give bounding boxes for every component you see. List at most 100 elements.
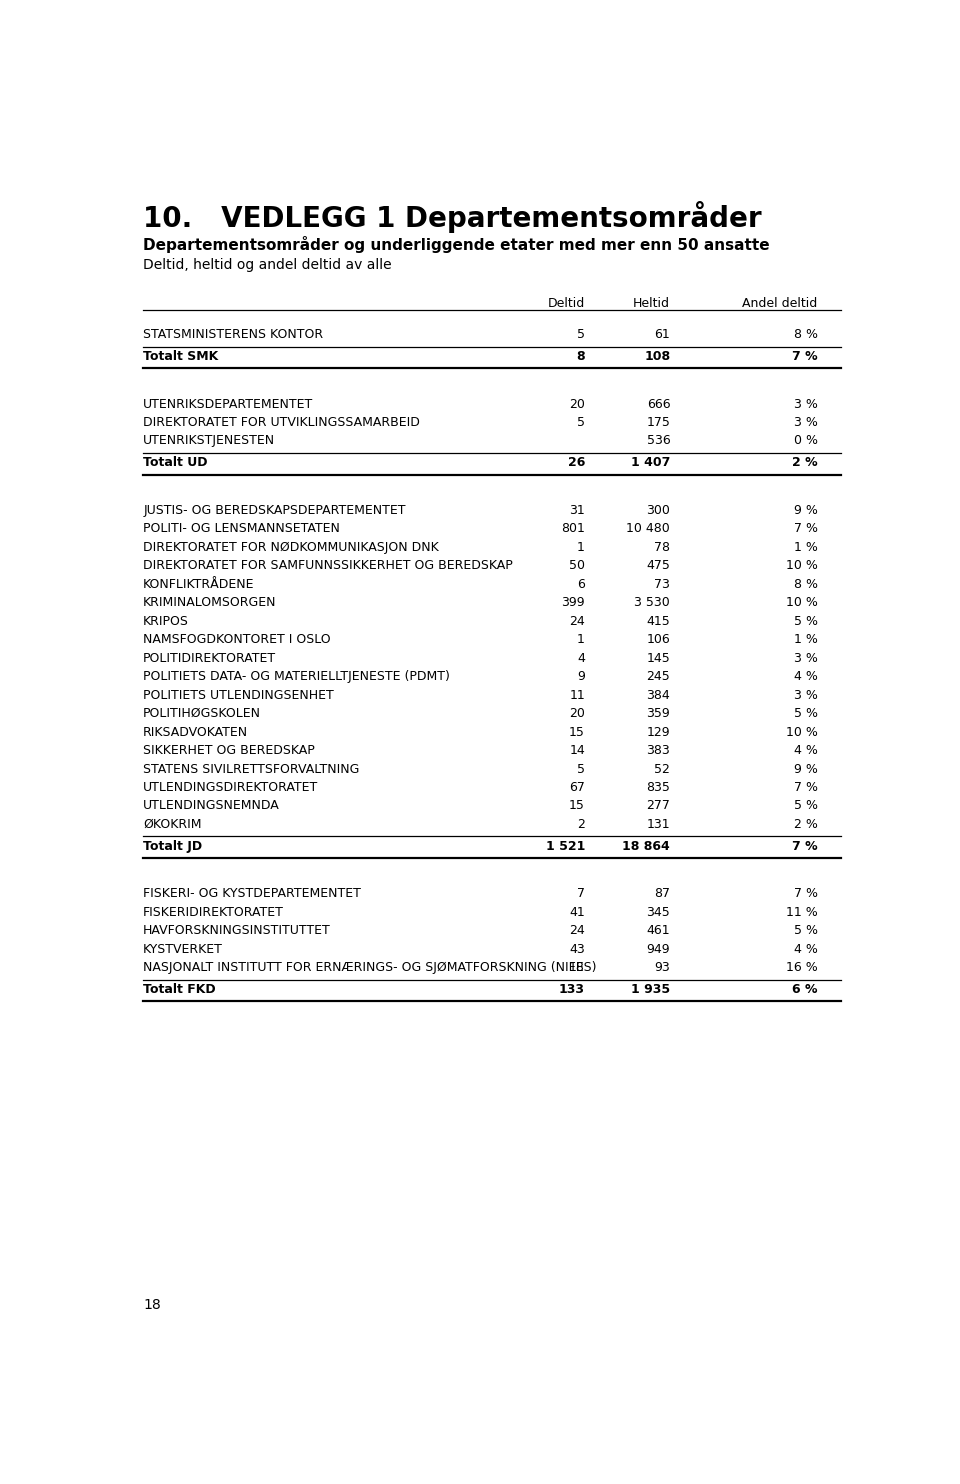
Text: 175: 175 (646, 416, 670, 429)
Text: 4 %: 4 % (794, 671, 818, 683)
Text: 461: 461 (647, 925, 670, 938)
Text: 2 %: 2 % (792, 456, 818, 469)
Text: 9 %: 9 % (794, 763, 818, 776)
Text: 20: 20 (569, 398, 585, 411)
Text: STATENS SIVILRETTSFORVALTNING: STATENS SIVILRETTSFORVALTNING (143, 763, 360, 776)
Text: 24: 24 (569, 925, 585, 938)
Text: 8: 8 (576, 350, 585, 362)
Text: 1 407: 1 407 (631, 456, 670, 469)
Text: 15: 15 (569, 800, 585, 812)
Text: 1 521: 1 521 (545, 840, 585, 852)
Text: Departementsområder og underliggende etater med mer enn 50 ansatte: Departementsområder og underliggende eta… (143, 236, 770, 252)
Text: 4 %: 4 % (794, 942, 818, 956)
Text: 1: 1 (577, 540, 585, 554)
Text: 5: 5 (577, 763, 585, 776)
Text: 41: 41 (569, 905, 585, 919)
Text: 20: 20 (569, 706, 585, 720)
Text: 7 %: 7 % (794, 522, 818, 536)
Text: 3 %: 3 % (794, 651, 818, 665)
Text: 9 %: 9 % (794, 503, 818, 516)
Text: 67: 67 (569, 781, 585, 794)
Text: 26: 26 (567, 456, 585, 469)
Text: 5 %: 5 % (794, 800, 818, 812)
Text: 4 %: 4 % (794, 743, 818, 757)
Text: Heltid: Heltid (634, 297, 670, 310)
Text: SIKKERHET OG BEREDSKAP: SIKKERHET OG BEREDSKAP (143, 743, 315, 757)
Text: 399: 399 (562, 597, 585, 610)
Text: 87: 87 (655, 887, 670, 901)
Text: 129: 129 (647, 726, 670, 739)
Text: 61: 61 (655, 328, 670, 341)
Text: 2 %: 2 % (794, 818, 818, 831)
Text: 245: 245 (646, 671, 670, 683)
Text: 31: 31 (569, 503, 585, 516)
Text: UTLENDINGSNEMNDA: UTLENDINGSNEMNDA (143, 800, 280, 812)
Text: 7 %: 7 % (792, 840, 818, 852)
Text: DIREKTORATET FOR UTVIKLINGSSAMARBEID: DIREKTORATET FOR UTVIKLINGSSAMARBEID (143, 416, 420, 429)
Text: 666: 666 (647, 398, 670, 411)
Text: RIKSADVOKATEN: RIKSADVOKATEN (143, 726, 249, 739)
Text: 3 %: 3 % (794, 689, 818, 702)
Text: 10 %: 10 % (785, 597, 818, 610)
Text: 9: 9 (577, 671, 585, 683)
Text: 133: 133 (559, 982, 585, 996)
Text: Totalt SMK: Totalt SMK (143, 350, 219, 362)
Text: Totalt JD: Totalt JD (143, 840, 203, 852)
Text: 93: 93 (655, 962, 670, 974)
Text: KYSTVERKET: KYSTVERKET (143, 942, 223, 956)
Text: 43: 43 (569, 942, 585, 956)
Text: 415: 415 (646, 614, 670, 628)
Text: Totalt UD: Totalt UD (143, 456, 207, 469)
Text: 11: 11 (569, 689, 585, 702)
Text: 7 %: 7 % (794, 887, 818, 901)
Text: KRIMINALOMSORGEN: KRIMINALOMSORGEN (143, 597, 276, 610)
Text: 10 %: 10 % (785, 559, 818, 573)
Text: 345: 345 (646, 905, 670, 919)
Text: 949: 949 (647, 942, 670, 956)
Text: 5: 5 (577, 416, 585, 429)
Text: 359: 359 (646, 706, 670, 720)
Text: 10 %: 10 % (785, 726, 818, 739)
Text: 3 %: 3 % (794, 416, 818, 429)
Text: POLITIETS DATA- OG MATERIELLTJENESTE (PDMT): POLITIETS DATA- OG MATERIELLTJENESTE (PD… (143, 671, 450, 683)
Text: 5 %: 5 % (794, 706, 818, 720)
Text: 5 %: 5 % (794, 925, 818, 938)
Text: UTLENDINGSDIREKTORATET: UTLENDINGSDIREKTORATET (143, 781, 319, 794)
Text: 8 %: 8 % (794, 328, 818, 341)
Text: JUSTIS- OG BEREDSKAPSDEPARTEMENTET: JUSTIS- OG BEREDSKAPSDEPARTEMENTET (143, 503, 406, 516)
Text: 8 %: 8 % (794, 577, 818, 591)
Text: POLITIETS UTLENDINGSENHET: POLITIETS UTLENDINGSENHET (143, 689, 334, 702)
Text: 1 %: 1 % (794, 540, 818, 554)
Text: Andel deltid: Andel deltid (742, 297, 818, 310)
Text: 50: 50 (569, 559, 585, 573)
Text: 18: 18 (143, 1298, 161, 1312)
Text: 475: 475 (646, 559, 670, 573)
Text: 52: 52 (655, 763, 670, 776)
Text: 7: 7 (577, 887, 585, 901)
Text: 801: 801 (562, 522, 585, 536)
Text: 1: 1 (577, 634, 585, 646)
Text: 384: 384 (646, 689, 670, 702)
Text: STATSMINISTERENS KONTOR: STATSMINISTERENS KONTOR (143, 328, 324, 341)
Text: NAMSFOGDKONTORET I OSLO: NAMSFOGDKONTORET I OSLO (143, 634, 331, 646)
Text: 6: 6 (577, 577, 585, 591)
Text: 0 %: 0 % (794, 435, 818, 448)
Text: FISKERI- OG KYSTDEPARTEMENTET: FISKERI- OG KYSTDEPARTEMENTET (143, 887, 361, 901)
Text: 18 864: 18 864 (622, 840, 670, 852)
Text: 3 %: 3 % (794, 398, 818, 411)
Text: Totalt FKD: Totalt FKD (143, 982, 216, 996)
Text: 78: 78 (655, 540, 670, 554)
Text: 108: 108 (644, 350, 670, 362)
Text: Deltid: Deltid (548, 297, 585, 310)
Text: 11 %: 11 % (785, 905, 818, 919)
Text: ØKOKRIM: ØKOKRIM (143, 818, 202, 831)
Text: POLITIDIREKTORATET: POLITIDIREKTORATET (143, 651, 276, 665)
Text: 6 %: 6 % (792, 982, 818, 996)
Text: KONFLIKTRÅDENE: KONFLIKTRÅDENE (143, 577, 254, 591)
Text: 7 %: 7 % (792, 350, 818, 362)
Text: 131: 131 (647, 818, 670, 831)
Text: 3 530: 3 530 (635, 597, 670, 610)
Text: DIREKTORATET FOR NØDKOMMUNIKASJON DNK: DIREKTORATET FOR NØDKOMMUNIKASJON DNK (143, 540, 439, 554)
Text: 106: 106 (646, 634, 670, 646)
Text: 4: 4 (577, 651, 585, 665)
